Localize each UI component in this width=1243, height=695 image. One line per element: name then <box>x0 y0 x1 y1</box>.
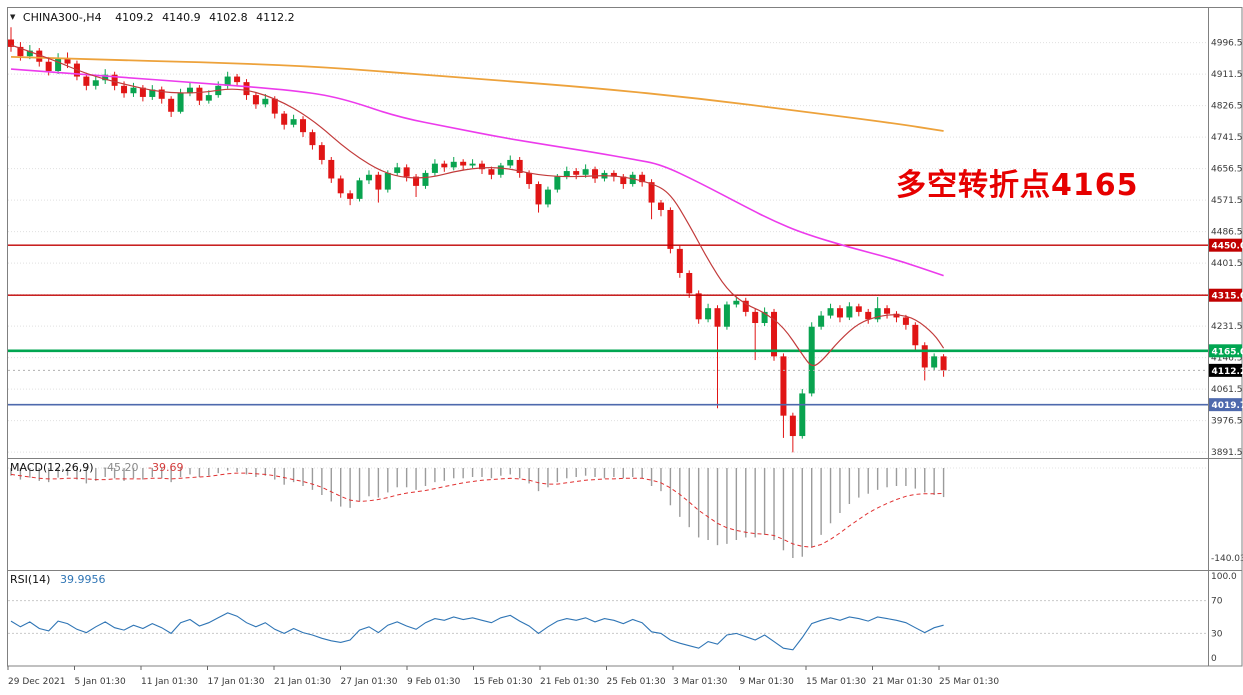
svg-text:4741.5: 4741.5 <box>1211 133 1243 143</box>
rsi-value: 39.9956 <box>59 573 106 586</box>
svg-text:4019.7: 4019.7 <box>1212 401 1243 411</box>
svg-text:9 Mar 01:30: 9 Mar 01:30 <box>740 677 795 687</box>
svg-text:4146.5: 4146.5 <box>1211 354 1243 364</box>
rsi-line <box>10 612 944 651</box>
rsi-name: RSI(14) <box>10 573 51 586</box>
svg-text:25 Feb 01:30: 25 Feb 01:30 <box>607 677 666 687</box>
chart-menu-triangle-icon[interactable]: ▼ <box>10 13 16 21</box>
price-tag-4165.0: 4165.0 <box>1209 344 1243 358</box>
svg-text:70: 70 <box>1211 597 1223 607</box>
candles-layer <box>8 27 947 453</box>
ma-mid-magenta <box>10 68 944 277</box>
price-tag-4019.7: 4019.7 <box>1209 398 1243 412</box>
svg-text:29 Dec 2021: 29 Dec 2021 <box>8 677 66 687</box>
svg-text:4911.5: 4911.5 <box>1211 70 1243 80</box>
macd-pane: -140.03 <box>8 467 1243 564</box>
symbol-period-label: CHINA300-,H4 <box>22 11 102 24</box>
svg-text:25 Mar 01:30: 25 Mar 01:30 <box>939 677 999 687</box>
ohlc-close: 4112.2 <box>256 11 295 24</box>
ohlc-open: 4109.2 <box>115 11 154 24</box>
svg-text:4571.5: 4571.5 <box>1211 196 1243 206</box>
svg-text:4231.5: 4231.5 <box>1211 322 1243 332</box>
macd-name: MACD(12,26,9) <box>10 461 94 474</box>
macd-indicator-label: MACD(12,26,9) -45.20 -39.69 <box>10 461 183 474</box>
svg-text:15 Feb 01:30: 15 Feb 01:30 <box>474 677 533 687</box>
macd-signal-value: -39.69 <box>148 461 184 474</box>
svg-text:3891.5: 3891.5 <box>1211 448 1243 458</box>
price-tag-4315.0: 4315.0 <box>1209 288 1243 302</box>
rsi-indicator-label: RSI(14) 39.9956 <box>10 573 105 586</box>
svg-text:4315.0: 4315.0 <box>1212 292 1243 302</box>
horizontal-levels <box>8 244 1208 406</box>
chart-frame <box>7 7 1243 667</box>
ohlc-low: 4102.8 <box>209 11 248 24</box>
svg-text:4656.5: 4656.5 <box>1211 165 1243 175</box>
rsi-pane: 100.0 70 30 0 <box>8 572 1237 664</box>
macd-main-value: -45.20 <box>103 461 139 474</box>
svg-text:3976.5: 3976.5 <box>1211 417 1243 427</box>
time-axis-labels: 29 Dec 2021 5 Jan 01:30 11 Jan 01:30 17 Jan… <box>7 666 999 687</box>
macd-histogram <box>10 468 945 559</box>
ma-slow-orange <box>10 56 944 132</box>
svg-text:9 Feb 01:30: 9 Feb 01:30 <box>407 677 461 687</box>
svg-text:100.0: 100.0 <box>1211 572 1237 582</box>
svg-text:17 Jan 01:30: 17 Jan 01:30 <box>208 677 265 687</box>
annotation-text: 多空转折点4165 <box>896 168 1139 203</box>
svg-text:15 Mar 01:30: 15 Mar 01:30 <box>806 677 866 687</box>
svg-text:-140.03: -140.03 <box>1211 554 1243 564</box>
svg-text:21 Feb 01:30: 21 Feb 01:30 <box>540 677 599 687</box>
svg-text:27 Jan 01:30: 27 Jan 01:30 <box>341 677 398 687</box>
ma-fast-red <box>10 44 945 367</box>
current-price-tag: 4112.2 <box>1209 363 1243 377</box>
ohlc-high: 4140.9 <box>162 11 201 24</box>
svg-text:4165.0: 4165.0 <box>1212 347 1243 357</box>
svg-text:4112.2: 4112.2 <box>1212 367 1243 377</box>
macd-signal-line <box>10 472 944 548</box>
svg-text:11 Jan 01:30: 11 Jan 01:30 <box>141 677 198 687</box>
svg-text:5 Jan 01:30: 5 Jan 01:30 <box>75 677 127 687</box>
svg-text:21 Mar 01:30: 21 Mar 01:30 <box>873 677 933 687</box>
svg-text:30: 30 <box>1211 629 1223 639</box>
svg-text:4486.5: 4486.5 <box>1211 228 1243 238</box>
svg-text:3 Mar 01:30: 3 Mar 01:30 <box>673 677 728 687</box>
svg-text:0: 0 <box>1211 654 1217 664</box>
svg-text:21 Jan 01:30: 21 Jan 01:30 <box>274 677 331 687</box>
svg-text:4826.5: 4826.5 <box>1211 102 1243 112</box>
svg-text:4401.5: 4401.5 <box>1211 259 1243 269</box>
svg-text:4450.0: 4450.0 <box>1212 242 1243 252</box>
price-gridlines <box>8 42 1208 453</box>
svg-text:4996.5: 4996.5 <box>1211 39 1243 49</box>
symbol-ohlc-label: ▼ CHINA300-,H4 4109.2 4140.9 4102.8 4112… <box>10 11 300 24</box>
svg-text:4061.5: 4061.5 <box>1211 385 1243 395</box>
price-tag-4450.0: 4450.0 <box>1209 238 1243 252</box>
